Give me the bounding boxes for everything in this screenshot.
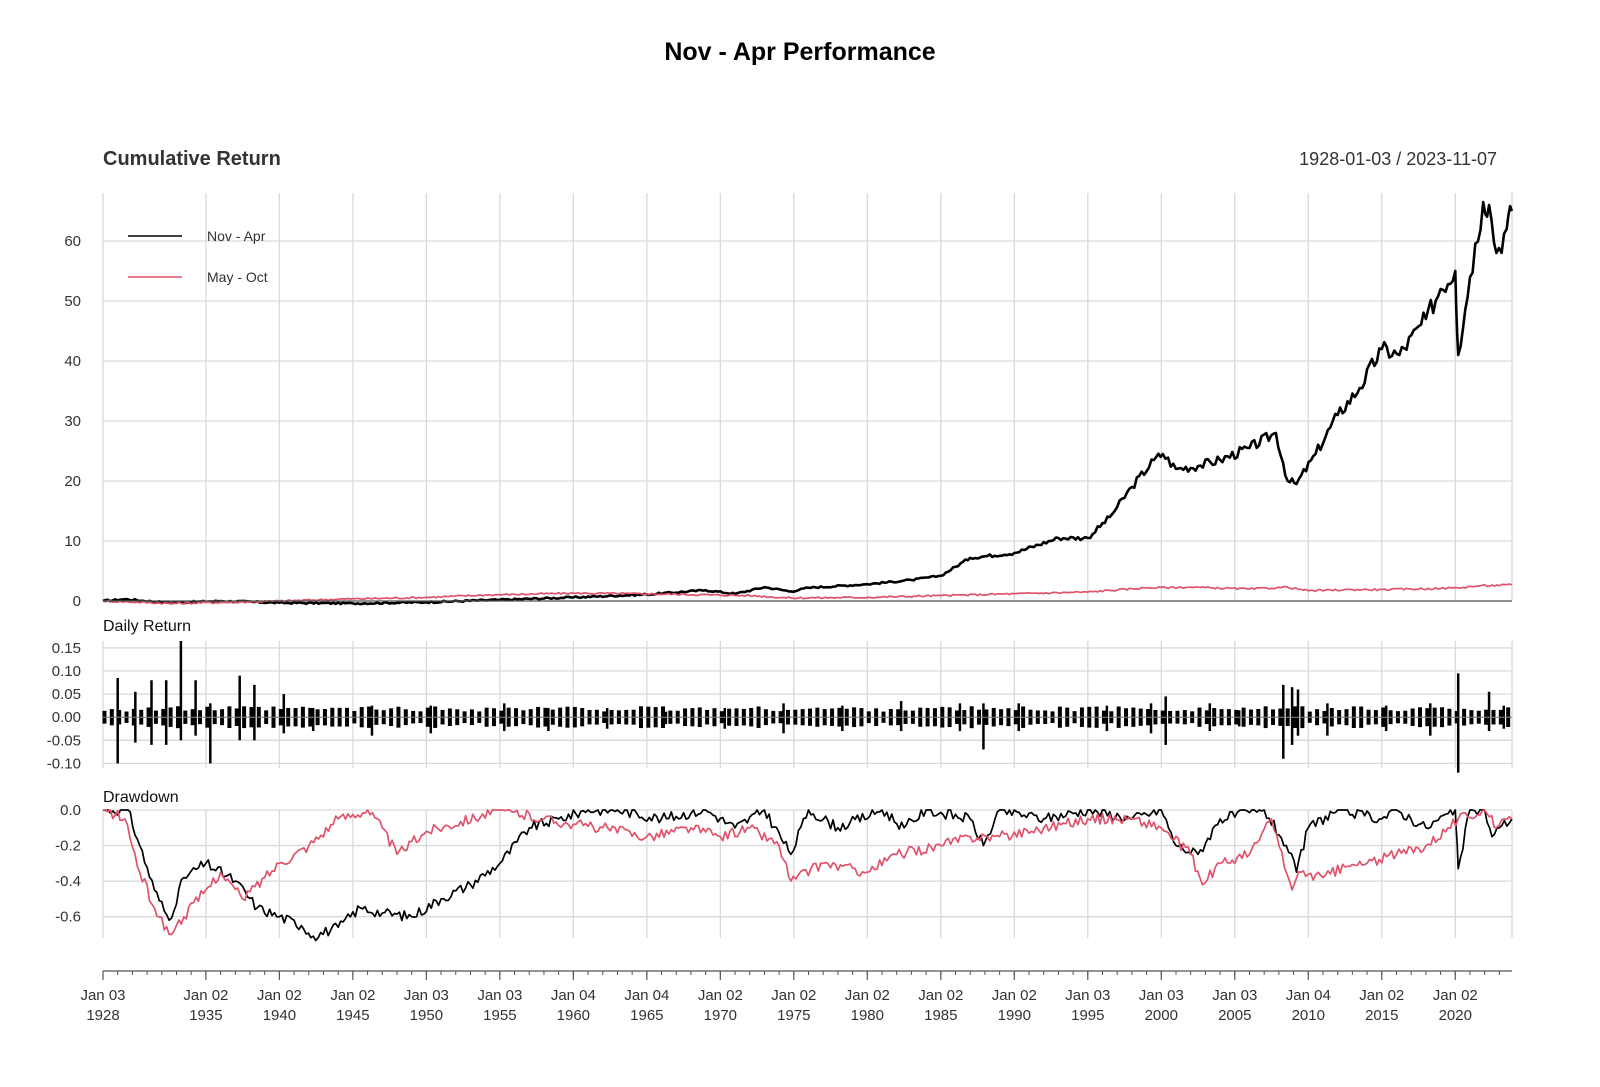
x-axis: Jan 03 1928 Jan 02 1935 Jan 02 1940 Jan 02 1945… bbox=[80, 970, 1512, 1024]
x-tick-label-date: Jan 03 bbox=[1065, 987, 1110, 1004]
legend-label-may-oct: May - Oct bbox=[207, 269, 268, 285]
x-tick-label-year: 1928 bbox=[86, 1007, 119, 1024]
legend: Nov - Apr May - Oct bbox=[128, 228, 268, 285]
daily-y-tick-label: 0.10 bbox=[52, 663, 81, 680]
x-tick-label-date: Jan 03 bbox=[80, 987, 125, 1004]
drawdown-panel-title: Drawdown bbox=[103, 789, 179, 806]
x-tick-label-year: 1965 bbox=[630, 1007, 663, 1024]
x-tick-label-year: 2005 bbox=[1218, 1007, 1251, 1024]
x-tick-label-year: 1960 bbox=[557, 1007, 590, 1024]
x-tick-label-year: 1990 bbox=[998, 1007, 1031, 1024]
drawdown-y-tick-label: -0.6 bbox=[55, 909, 81, 926]
drawdown-panel: -0.6 -0.4 -0.2 0.0 bbox=[55, 802, 1513, 942]
x-tick-label-year: 1985 bbox=[924, 1007, 957, 1024]
x-tick-label-date: Jan 02 bbox=[845, 987, 890, 1004]
daily-y-tick-label: -0.10 bbox=[47, 755, 81, 772]
x-tick-label-year: 1935 bbox=[189, 1007, 222, 1024]
x-tick-label-year: 1945 bbox=[336, 1007, 369, 1024]
drawdown-series-line-nov-apr bbox=[102, 809, 1513, 942]
x-tick-label-date: Jan 02 bbox=[992, 987, 1037, 1004]
x-tick-label-date: Jan 02 bbox=[918, 987, 963, 1004]
x-tick-label-year: 1995 bbox=[1071, 1007, 1104, 1024]
drawdown-y-tick-label: 0.0 bbox=[60, 802, 81, 819]
x-tick-label-date: Jan 04 bbox=[624, 987, 669, 1004]
cumulative-y-tick-label: 0 bbox=[73, 593, 81, 610]
daily-y-tick-label: 0.05 bbox=[52, 686, 81, 703]
daily-y-tick-label: -0.05 bbox=[47, 732, 81, 749]
x-tick-label-date: Jan 02 bbox=[257, 987, 302, 1004]
legend-label-nov-apr: Nov - Apr bbox=[207, 228, 266, 244]
x-tick-label-date: Jan 02 bbox=[330, 987, 375, 1004]
x-tick-label-date: Jan 03 bbox=[1139, 987, 1184, 1004]
x-tick-label-date: Jan 04 bbox=[551, 987, 596, 1004]
x-tick-label-date: Jan 02 bbox=[1359, 987, 1404, 1004]
daily-panel-title: Daily Return bbox=[103, 618, 191, 635]
cumulative-y-tick-label: 20 bbox=[64, 473, 81, 490]
x-tick-label-date: Jan 03 bbox=[404, 987, 449, 1004]
x-tick-label-date: Jan 02 bbox=[183, 987, 228, 1004]
cumulative-y-tick-label: 40 bbox=[64, 353, 81, 370]
daily-y-tick-label: 0.15 bbox=[52, 640, 81, 657]
x-tick-label-year: 1950 bbox=[410, 1007, 443, 1024]
x-tick-label-year: 2015 bbox=[1365, 1007, 1398, 1024]
cumulative-panel-title: Cumulative Return bbox=[103, 148, 281, 170]
x-tick-label-date: Jan 03 bbox=[1212, 987, 1257, 1004]
x-tick-label-year: 1955 bbox=[483, 1007, 516, 1024]
x-tick-label-year: 1970 bbox=[704, 1007, 737, 1024]
date-range-label: 1928-01-03 / 2023-11-07 bbox=[1299, 149, 1497, 169]
x-tick-label-year: 2000 bbox=[1145, 1007, 1178, 1024]
drawdown-y-tick-label: -0.4 bbox=[55, 873, 81, 890]
cumulative-series-line-may-oct bbox=[102, 583, 1513, 605]
x-tick-label-date: Jan 02 bbox=[771, 987, 816, 1004]
x-tick-label-date: Jan 02 bbox=[698, 987, 743, 1004]
drawdown-y-tick-label: -0.2 bbox=[55, 838, 81, 855]
daily-return-panel: -0.10 -0.05 0.00 0.05 0.10 0.15 bbox=[47, 640, 1513, 773]
x-tick-label-date: Jan 03 bbox=[477, 987, 522, 1004]
cumulative-return-panel: 0 10 20 30 40 50 60 bbox=[64, 193, 1514, 610]
x-tick-label-year: 2010 bbox=[1292, 1007, 1325, 1024]
x-tick-label-year: 1940 bbox=[263, 1007, 296, 1024]
x-tick-label-date: Jan 02 bbox=[1433, 987, 1478, 1004]
cumulative-y-tick-label: 60 bbox=[64, 233, 81, 250]
drawdown-series-line-may-oct bbox=[103, 809, 1513, 936]
daily-y-tick-label: 0.00 bbox=[52, 709, 81, 726]
x-tick-label-year: 1975 bbox=[777, 1007, 810, 1024]
cumulative-y-tick-label: 10 bbox=[64, 533, 81, 550]
chart-title: Nov - Apr Performance bbox=[664, 38, 935, 66]
x-tick-label-date: Jan 04 bbox=[1286, 987, 1331, 1004]
cumulative-y-tick-label: 30 bbox=[64, 413, 81, 430]
x-tick-label-year: 2020 bbox=[1439, 1007, 1472, 1024]
x-tick-label-year: 1980 bbox=[851, 1007, 884, 1024]
cumulative-y-tick-label: 50 bbox=[64, 293, 81, 310]
cumulative-series-line-nov-apr bbox=[102, 200, 1514, 606]
